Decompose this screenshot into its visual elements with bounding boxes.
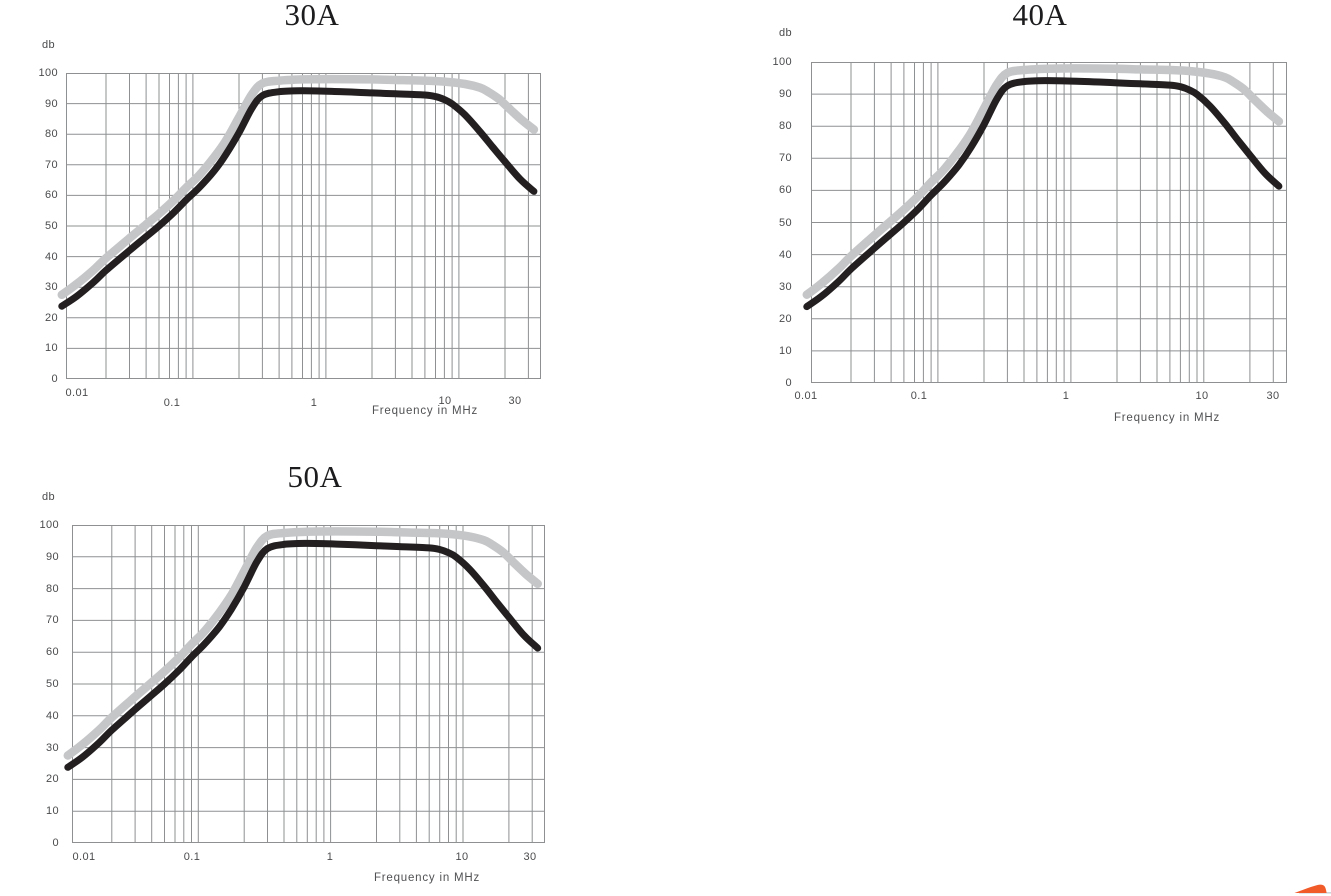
y-tick-label: 100 — [39, 519, 59, 531]
y-tick-label: 30 — [45, 741, 59, 754]
y-tick-label: 100 — [772, 56, 792, 68]
y-tick-label: 10 — [45, 805, 59, 818]
grid-lines — [66, 73, 541, 379]
y-tick-label: 20 — [778, 312, 792, 325]
y-tick-label: 30 — [44, 281, 58, 294]
x-tick-label: 30 — [1266, 390, 1280, 402]
x-tick-label: 10 — [438, 395, 452, 407]
y-tick-label: 90 — [44, 97, 58, 110]
x-tick-label: 10 — [455, 851, 469, 863]
y-axis-unit-label: db — [41, 491, 55, 503]
y-tick-label: 50 — [778, 216, 792, 229]
y-tick-label: 50 — [44, 220, 58, 232]
y-tick-label: 40 — [778, 248, 792, 261]
y-tick-label: 40 — [44, 250, 58, 263]
y-tick-label: 80 — [45, 582, 59, 595]
y-tick-label: 10 — [778, 344, 792, 357]
y-tick-label: 60 — [45, 646, 59, 659]
x-tick-label: 10 — [1195, 390, 1209, 402]
y-tick-label: 30 — [778, 280, 792, 293]
y-tick-label: 80 — [778, 120, 792, 133]
y-tick-label: 40 — [45, 709, 59, 722]
chart-title: 50A — [287, 459, 343, 494]
plot-area — [57, 73, 541, 379]
x-tick-label: 1 — [310, 397, 318, 409]
x-tick-label: 0.01 — [794, 390, 818, 402]
y-tick-label: 20 — [45, 773, 59, 786]
y-tick-label: 70 — [778, 152, 792, 165]
y-tick-label: 70 — [44, 158, 58, 171]
chart-title: 40A — [1012, 0, 1068, 32]
plot-border — [66, 73, 541, 379]
orange-swoosh-logo-fragment — [1294, 884, 1331, 894]
plot-area — [63, 525, 545, 843]
x-tick-label: 30 — [523, 851, 537, 863]
plot-border — [811, 62, 1287, 383]
y-tick-label: 80 — [44, 128, 58, 141]
y-tick-label: 10 — [44, 342, 58, 355]
y-tick-label: 90 — [45, 550, 59, 563]
y-tick-label: 50 — [45, 678, 59, 690]
y-tick-label: 0 — [785, 377, 792, 389]
x-tick-label: 0.1 — [183, 851, 201, 863]
x-tick-label: 1 — [326, 851, 334, 863]
x-tick-label: 0.01 — [65, 387, 89, 399]
x-tick-label: 0.01 — [72, 851, 96, 863]
y-axis-unit-label: db — [778, 27, 792, 39]
black-curve — [64, 539, 542, 771]
x-axis-title: Frequency in MHz — [1113, 412, 1221, 424]
y-axis-unit-label: db — [41, 39, 55, 51]
gray-curve — [802, 64, 1284, 299]
gray-curve — [57, 74, 539, 300]
plot-border — [72, 525, 545, 843]
y-tick-label: 70 — [45, 614, 59, 627]
y-tick-label: 100 — [38, 67, 58, 79]
grid-lines — [72, 525, 545, 843]
x-tick-label: 0.1 — [163, 397, 181, 409]
grid-lines — [811, 62, 1287, 383]
y-tick-label: 20 — [44, 311, 58, 324]
x-tick-label: 0.1 — [910, 390, 928, 402]
y-tick-label: 0 — [51, 373, 58, 385]
black-curve — [803, 77, 1283, 311]
plot-area — [802, 62, 1287, 383]
logo-swoosh — [1294, 884, 1327, 893]
gray-curve — [63, 527, 542, 760]
y-tick-label: 60 — [44, 189, 58, 202]
black-curve — [58, 87, 538, 310]
y-tick-label: 0 — [52, 837, 59, 849]
x-axis-title: Frequency in MHz — [371, 405, 479, 417]
y-tick-label: 60 — [778, 184, 792, 197]
x-axis-title: Frequency in MHz — [373, 872, 481, 884]
chart-title: 30A — [284, 0, 340, 32]
x-tick-label: 30 — [508, 395, 522, 407]
y-tick-label: 90 — [778, 88, 792, 101]
x-tick-label: 1 — [1062, 390, 1070, 402]
